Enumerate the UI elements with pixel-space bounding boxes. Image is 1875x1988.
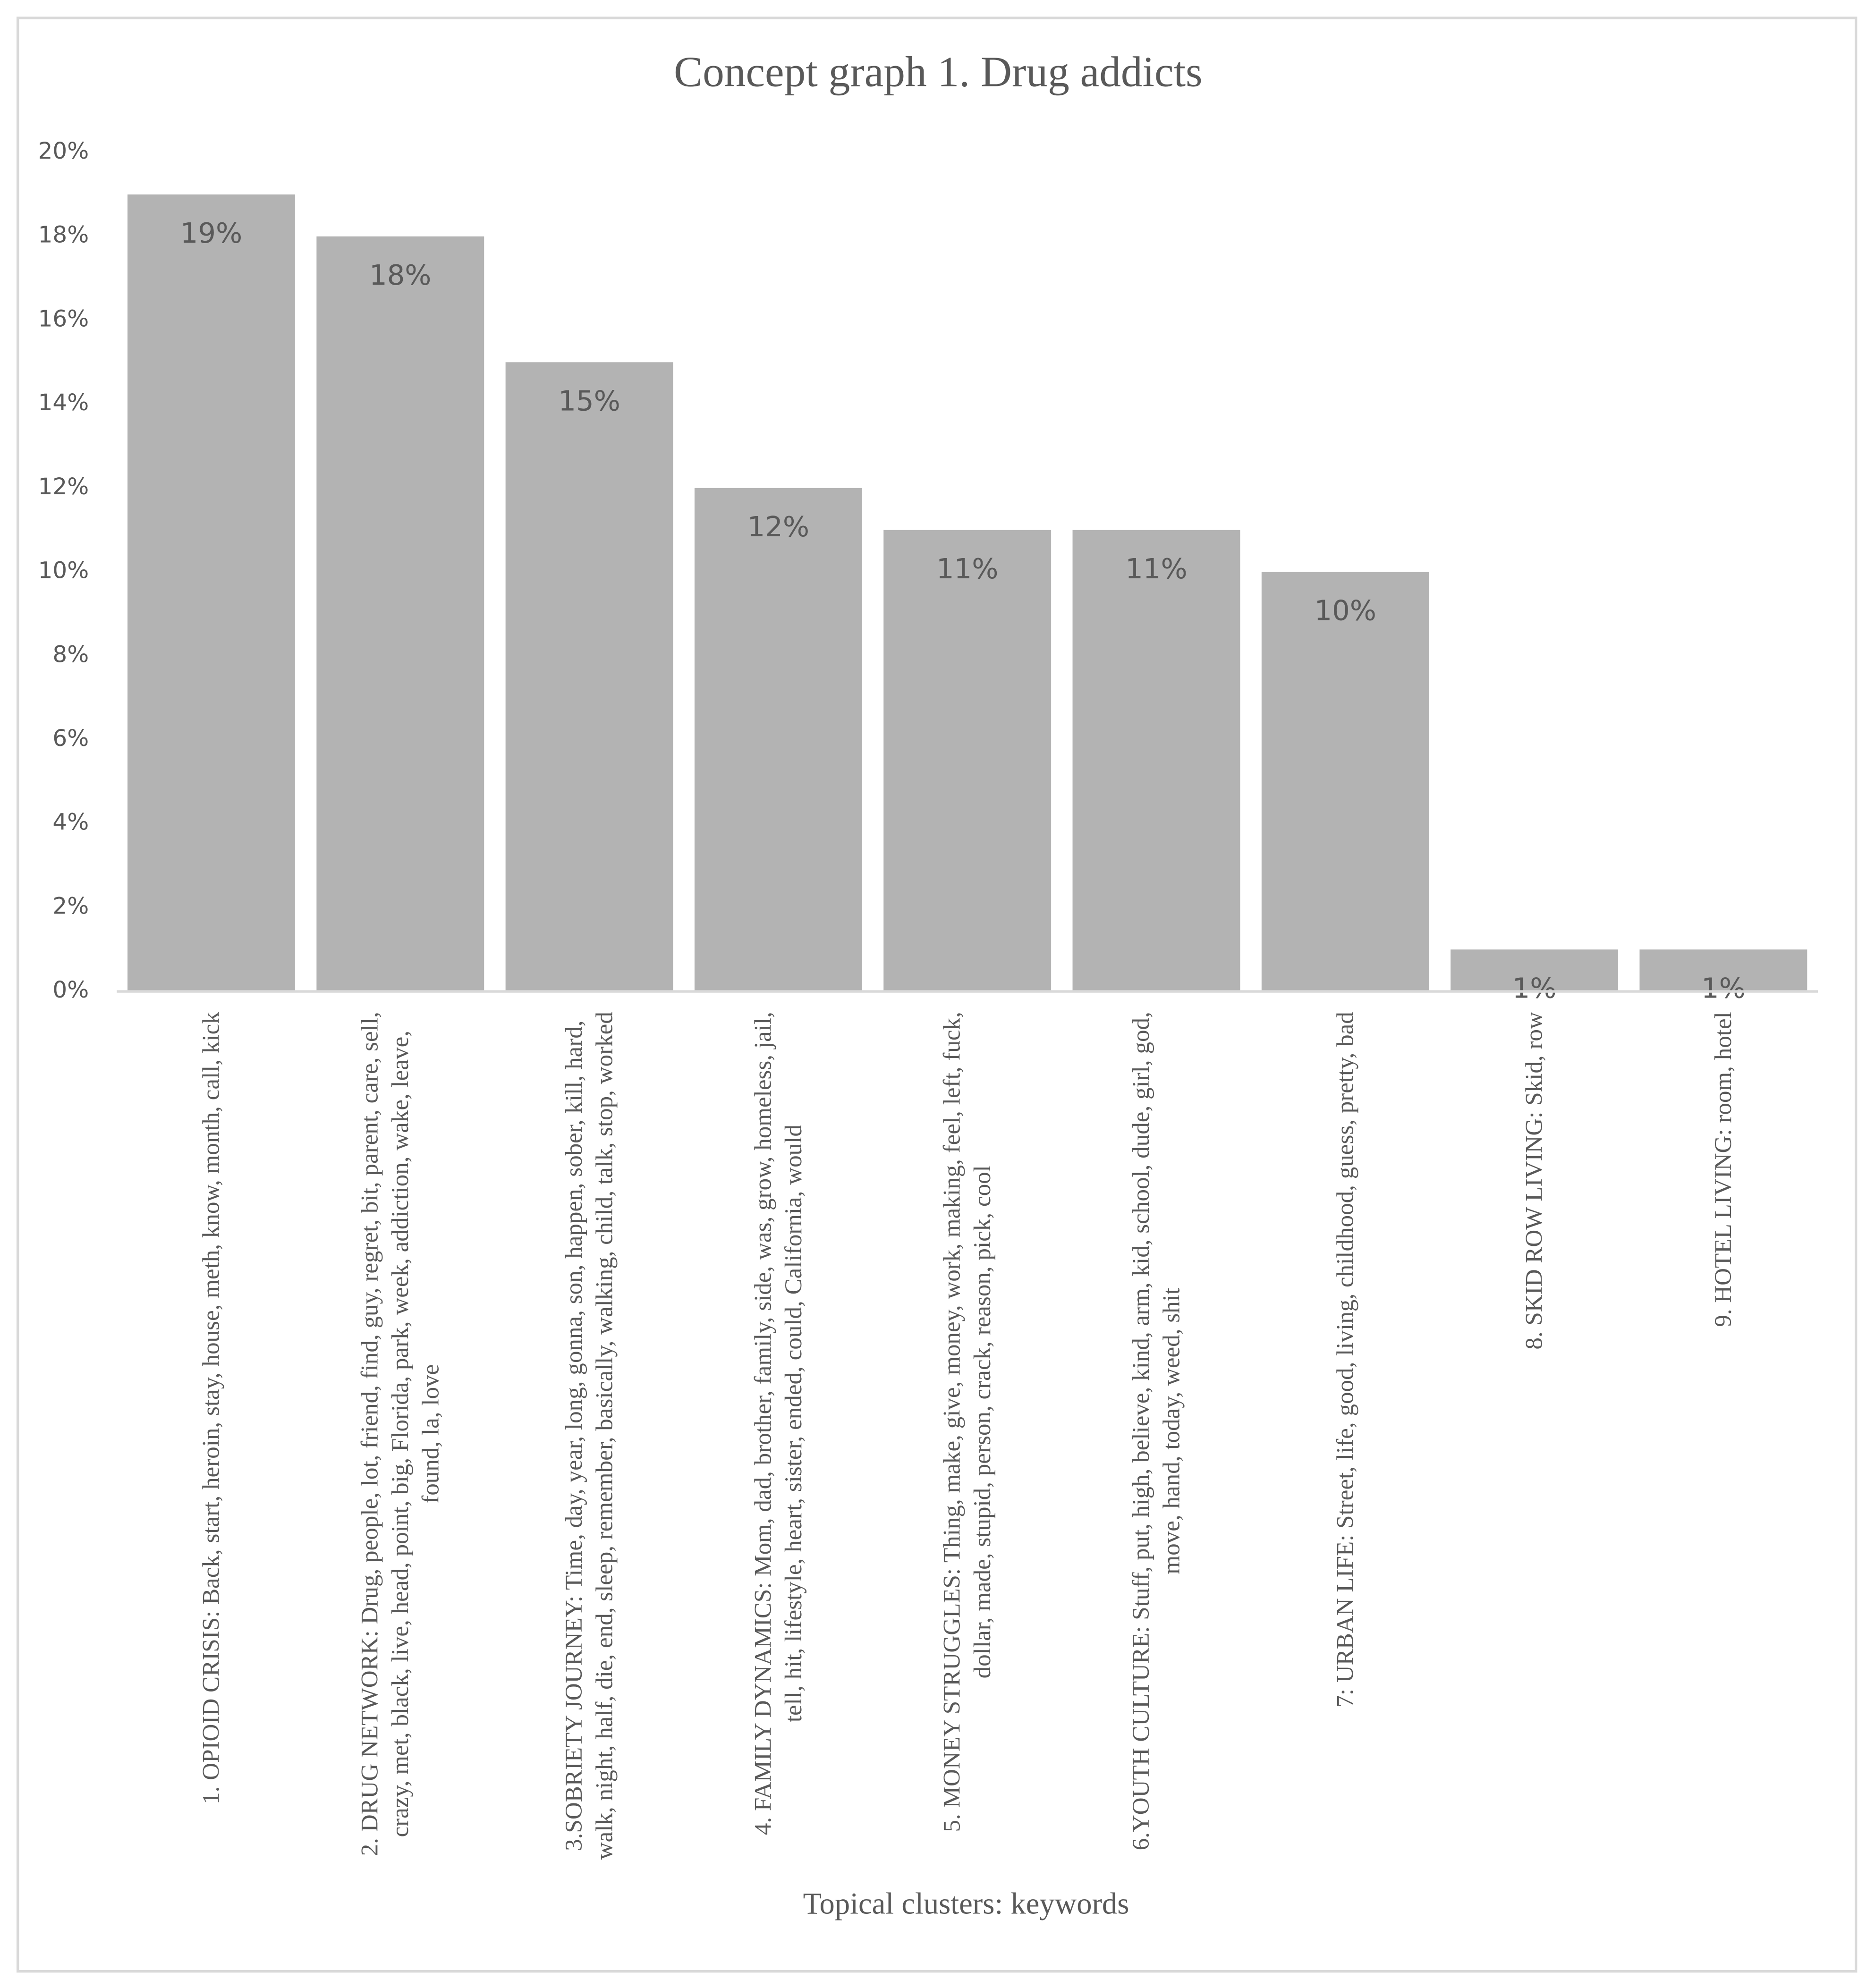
x-tick-label: 4. FAMILY DYNAMICS: Mom, dad, brother, f… xyxy=(749,1012,807,1835)
bar xyxy=(1639,949,1807,992)
x-tick-text: 8. SKID ROW LIVING: Skid, row xyxy=(1521,1012,1548,1350)
bar xyxy=(1261,572,1429,992)
bar xyxy=(1451,949,1619,992)
data-label: 1% xyxy=(1701,972,1746,1004)
y-tick-label: 14% xyxy=(38,389,89,416)
y-tick-label: 10% xyxy=(38,558,89,584)
x-tick-label: 1. OPIOID CRISIS: Back, start, heroin, s… xyxy=(198,1012,225,1804)
x-tick-text: 6.YOUTH CULTURE: Stuff, put, high, belie… xyxy=(1128,1012,1185,1850)
x-tick-label: 7: URBAN LIFE: Street, life, good, livin… xyxy=(1332,1012,1358,1708)
y-tick-label: 6% xyxy=(52,725,89,752)
x-tick-label: 2. DRUG NETWORK: Drug, people, lot, frie… xyxy=(356,1012,444,1856)
data-label: 11% xyxy=(1125,552,1187,585)
chart-title: Concept graph 1. Drug addicts xyxy=(674,48,1202,96)
y-tick-label: 0% xyxy=(52,977,89,1003)
data-label: 11% xyxy=(936,552,998,585)
bar xyxy=(883,530,1052,992)
data-label: 10% xyxy=(1315,594,1376,627)
data-label: 15% xyxy=(558,384,620,417)
x-tick-text: 7: URBAN LIFE: Street, life, good, livin… xyxy=(1332,1012,1358,1708)
x-tick-text: 1. OPIOID CRISIS: Back, start, heroin, s… xyxy=(198,1012,225,1804)
y-tick-label: 2% xyxy=(52,893,89,919)
data-label: 19% xyxy=(180,217,242,249)
x-tick-text: 5. MONEY STRUGGLES: Thing, make, give, m… xyxy=(939,1012,996,1832)
x-tick-label: 8. SKID ROW LIVING: Skid, row xyxy=(1521,1012,1548,1350)
y-tick-label: 8% xyxy=(52,641,89,668)
x-tick-label: 6.YOUTH CULTURE: Stuff, put, high, belie… xyxy=(1128,1012,1185,1850)
bar xyxy=(694,488,862,992)
bar xyxy=(505,362,673,992)
bar xyxy=(127,194,295,992)
x-tick-label: 9. HOTEL LIVING: room, hotel xyxy=(1710,1012,1737,1327)
x-tick-text: 4. FAMILY DYNAMICS: Mom, dad, brother, f… xyxy=(749,1012,807,1835)
x-tick-label: 3.SOBRIETY JOURNEY: Time, day, year, lon… xyxy=(560,1012,618,1860)
data-label: 18% xyxy=(369,259,431,291)
bar xyxy=(316,236,484,992)
y-tick-label: 12% xyxy=(38,474,89,500)
y-tick-label: 18% xyxy=(38,222,89,248)
x-axis-title: Topical clusters: keywords xyxy=(803,1886,1129,1920)
y-tick-label: 4% xyxy=(52,809,89,836)
data-label: 12% xyxy=(747,510,809,543)
data-label: 1% xyxy=(1512,972,1557,1004)
x-tick-label: 5. MONEY STRUGGLES: Thing, make, give, m… xyxy=(939,1012,996,1832)
y-tick-label: 20% xyxy=(38,138,89,164)
x-tick-text: 3.SOBRIETY JOURNEY: Time, day, year, lon… xyxy=(560,1012,618,1860)
bar xyxy=(1072,530,1240,992)
x-tick-text: 2. DRUG NETWORK: Drug, people, lot, frie… xyxy=(356,1012,444,1856)
x-tick-text: 9. HOTEL LIVING: room, hotel xyxy=(1710,1012,1737,1327)
y-tick-label: 16% xyxy=(38,305,89,332)
